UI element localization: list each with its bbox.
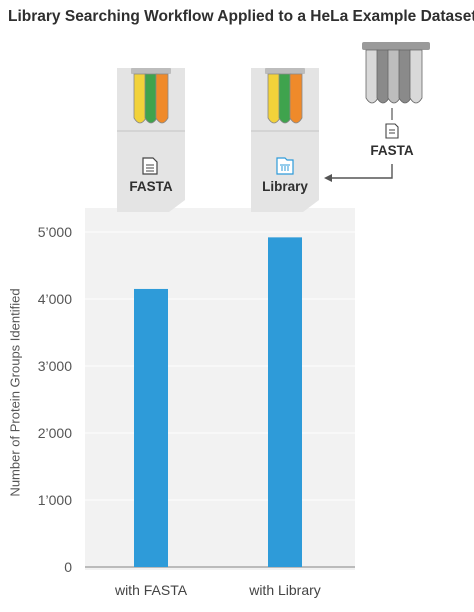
plot-area	[85, 208, 355, 570]
chart-title: Library Searching Workflow Applied to a …	[8, 8, 474, 25]
library-callout	[251, 68, 319, 212]
bars-group	[134, 237, 302, 568]
tube-rack-color-icon	[265, 68, 305, 124]
y-tick-label: 1’000	[38, 492, 72, 508]
y-tick-label: 3’000	[38, 358, 72, 374]
fasta-callout-label: FASTA	[129, 179, 173, 194]
x-tick-label: with Library	[248, 582, 321, 598]
bar	[268, 237, 302, 568]
library-callout-label: Library	[262, 179, 308, 194]
x-tick-label: with FASTA	[114, 582, 188, 598]
y-tick-label: 5’000	[38, 224, 72, 240]
document-icon	[142, 157, 158, 175]
y-tick-label: 2’000	[38, 425, 72, 441]
fasta-callout	[117, 68, 185, 212]
external-fasta-label: FASTA	[370, 143, 414, 158]
x-tick-labels: with FASTA with Library	[114, 582, 321, 598]
y-tick-label: 0	[64, 559, 72, 575]
document-icon	[385, 123, 399, 139]
tube-rack-color-icon	[131, 68, 171, 124]
y-tick-label: 4’000	[38, 291, 72, 307]
library-icon	[276, 157, 294, 175]
tube-rack-gray-icon	[362, 42, 430, 104]
gridlines	[85, 231, 355, 568]
arrow-left-icon	[324, 164, 393, 182]
y-axis-label: Number of Protein Groups Identified	[7, 288, 23, 497]
y-tick-labels: 0 1’000 2’000 3’000 4’000 5’000	[38, 224, 72, 575]
bar	[134, 288, 168, 567]
